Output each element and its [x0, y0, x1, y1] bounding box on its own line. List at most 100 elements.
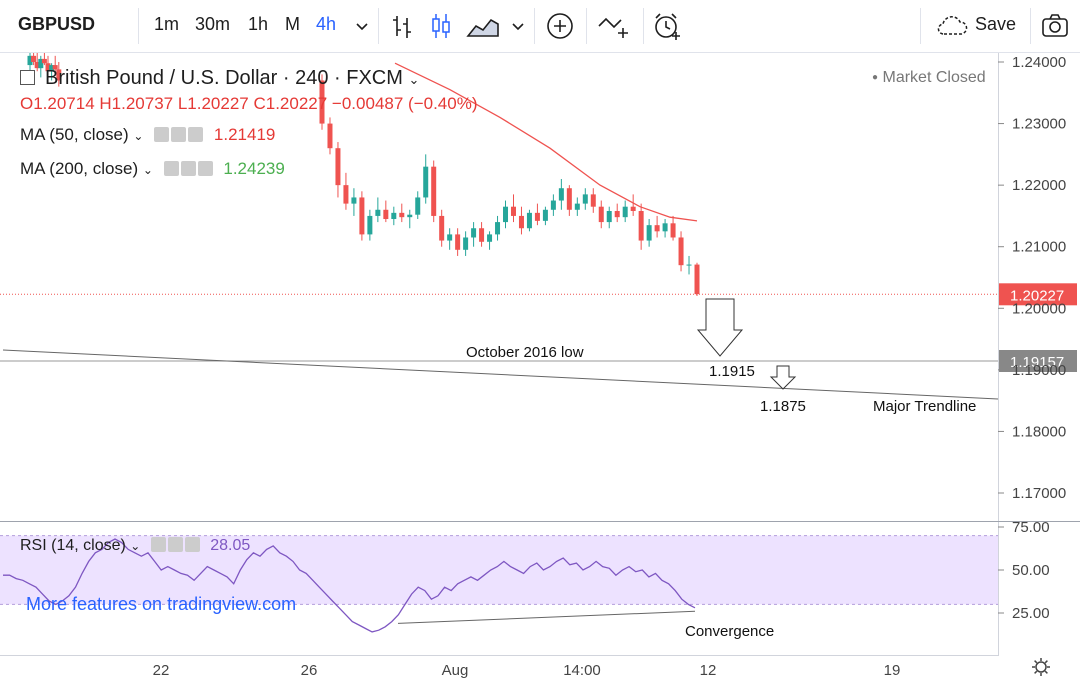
candle-body: [638, 211, 644, 241]
candle-body: [566, 188, 572, 210]
candle-body: [487, 234, 493, 242]
tradingview-watermark[interactable]: More features on tradingview.com: [26, 594, 297, 614]
market-status: ● Market Closed: [872, 69, 986, 87]
alarm-clock-icon[interactable]: [652, 10, 684, 42]
gear-icon[interactable]: [1030, 656, 1052, 678]
candle-body: [45, 63, 51, 72]
price-tick-label: 1.24000: [1012, 54, 1066, 71]
candle-body: [534, 212, 540, 221]
toolbar-divider: [378, 8, 379, 44]
down-arrow-large: [696, 298, 744, 357]
price-tick-label: 1.21000: [1012, 239, 1066, 256]
rsi-legend: RSI (14, close) ⌄ 28.05: [20, 537, 250, 555]
price-tick-label: 1.20000: [1012, 300, 1066, 317]
rsi-line: [3, 538, 696, 633]
camera-icon[interactable]: [1040, 10, 1070, 42]
candle-body: [439, 215, 445, 241]
time-tick-label: 19: [884, 662, 901, 678]
interval-4h[interactable]: 4h: [316, 14, 337, 34]
candle-body: [558, 188, 564, 201]
ma200-label[interactable]: MA (200, close): [20, 159, 139, 178]
price-chart[interactable]: Convergence 1.20227 1.19157 October 2016 l…: [0, 53, 1080, 678]
candle-body: [670, 223, 676, 238]
chevron-down-icon[interactable]: [510, 10, 526, 42]
add-indicator-icon[interactable]: [545, 10, 575, 42]
down-arrow-small: [769, 365, 797, 390]
area-chart-style-icon[interactable]: [466, 10, 500, 42]
level-tag: [999, 350, 1077, 372]
time-tick-label: 14:00: [563, 662, 601, 678]
rsi-tick-label: 75.00: [1012, 519, 1050, 536]
candle-body: [52, 65, 58, 70]
candle-body: [423, 166, 429, 198]
candle-body: [654, 225, 660, 232]
candle-body: [41, 58, 47, 64]
candle-body: [503, 206, 509, 223]
candle-body: [598, 206, 604, 223]
candle-body: [399, 212, 405, 218]
interval-month[interactable]: M: [285, 14, 300, 34]
candle-body: [359, 197, 365, 235]
interval-1m[interactable]: 1m: [154, 14, 180, 34]
rsi-convergence-line: [397, 610, 696, 624]
rsi-label[interactable]: RSI (14, close): [20, 537, 126, 554]
symbol-search[interactable]: GBPUSD: [18, 14, 96, 34]
chevron-down-icon[interactable]: ⌄: [408, 72, 420, 87]
october-low-label: October 2016 low: [466, 344, 584, 361]
toolbar: GBPUSD 1m 30m 1h M 4h Save: [0, 0, 1080, 53]
target-1-label: 1.1915: [709, 363, 755, 380]
collapse-legend-icon[interactable]: [20, 70, 35, 85]
ma50-value: 1.21419: [213, 125, 276, 144]
interval-30m[interactable]: 30m: [195, 14, 231, 34]
time-tick-label: 22: [153, 662, 170, 678]
candle-body: [630, 206, 636, 212]
indicator-visibility-icon[interactable]: [163, 159, 215, 178]
ma200-legend: MA (200, close) ⌄ 1.24239: [20, 159, 285, 179]
market-status-text: Market Closed: [882, 69, 986, 86]
last-price-label: 1.20227: [1010, 287, 1064, 304]
candle-body: [56, 69, 62, 81]
candles: [27, 53, 700, 296]
candle-body: [518, 215, 524, 229]
chevron-down-icon[interactable]: ⌄: [142, 163, 153, 177]
candle-body: [582, 194, 588, 204]
candle-body: [510, 206, 516, 216]
chevron-down-icon[interactable]: ⌄: [130, 539, 141, 553]
candle-body: [471, 228, 477, 238]
save-button[interactable]: Save: [975, 14, 1017, 34]
interval-1h[interactable]: 1h: [248, 14, 269, 34]
candle-body: [447, 234, 453, 241]
chevron-down-icon[interactable]: [354, 10, 370, 42]
indicator-visibility-icon[interactable]: [150, 537, 202, 554]
price-tick-label: 1.18000: [1012, 423, 1066, 440]
target-2-label: 1.1875: [760, 398, 806, 415]
cloud-save-icon[interactable]: [935, 10, 969, 42]
ohlc-values: O1.20714 H1.20737 L1.20227 C1.20227 −0.0…: [20, 94, 478, 113]
toolbar-divider: [138, 8, 139, 44]
time-tick-label: Aug: [442, 662, 469, 678]
compare-symbol-icon[interactable]: [597, 10, 633, 42]
ma50-label[interactable]: MA (50, close): [20, 125, 129, 144]
indicator-visibility-icon[interactable]: [154, 125, 205, 144]
ma50-line: [394, 62, 698, 222]
candle-body: [343, 185, 349, 204]
symbol-title: British Pound / U.S. Dollar · 240 · FXCM: [45, 67, 403, 89]
candle-body: [614, 211, 620, 218]
candle-body: [463, 237, 469, 250]
candle-body: [407, 214, 413, 218]
candle-body: [319, 80, 325, 124]
candle-body: [375, 209, 381, 216]
candle-body: [694, 264, 700, 295]
major-trendline: [2, 349, 999, 400]
candle-body: [367, 215, 373, 235]
chevron-down-icon[interactable]: ⌄: [133, 129, 144, 143]
rsi-pane: Convergence: [0, 535, 998, 640]
candle-body: [686, 264, 692, 266]
price-tick-label: 1.17000: [1012, 485, 1066, 502]
candle-body: [495, 222, 501, 235]
candles-chart-style-icon[interactable]: [428, 10, 454, 42]
candle-body: [646, 225, 652, 241]
bar-chart-style-icon[interactable]: [390, 10, 416, 42]
candle-body: [31, 55, 37, 62]
price-tick-label: 1.19000: [1012, 362, 1066, 379]
